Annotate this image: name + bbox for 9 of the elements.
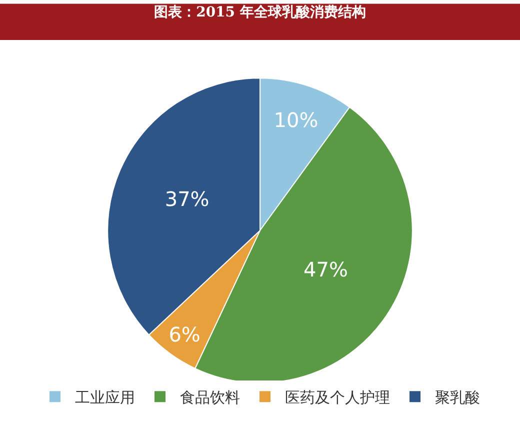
chart-title: 图表：2015 年全球乳酸消费结构 bbox=[154, 4, 366, 20]
legend-label: 医药及个人护理 bbox=[285, 388, 390, 406]
data-label: 37% bbox=[164, 186, 210, 211]
legend-label: 聚乳酸 bbox=[435, 388, 480, 406]
legend-label: 食品饮料 bbox=[180, 388, 240, 406]
data-label: 47% bbox=[304, 257, 348, 282]
data-label: 6% bbox=[168, 322, 200, 346]
legend-label: 工业应用 bbox=[75, 388, 135, 406]
data-label: 10% bbox=[274, 108, 318, 132]
